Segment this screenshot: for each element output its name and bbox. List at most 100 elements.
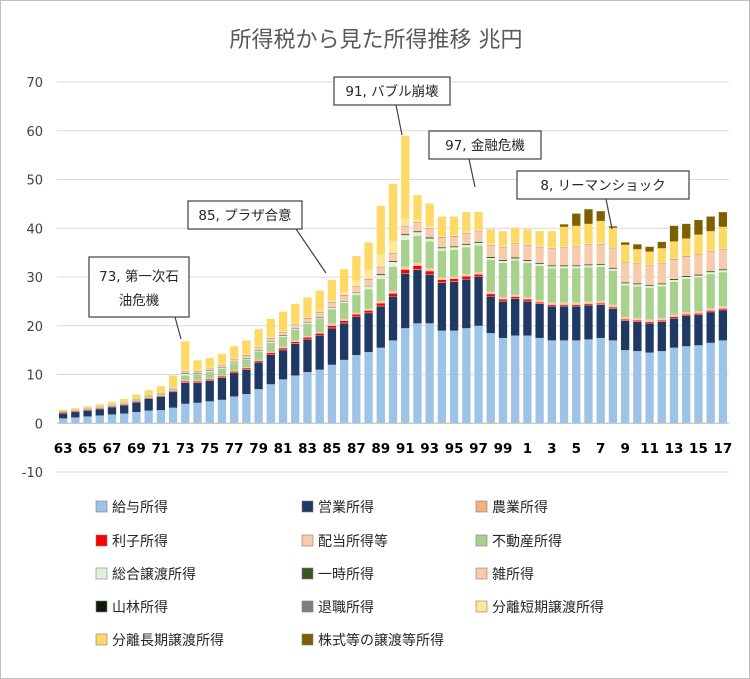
legend-label: 雑所得 [492,566,534,583]
bar-segment [230,373,239,397]
bar-segment [523,245,532,260]
bar-segment [559,304,569,306]
bar-segment [657,248,666,263]
bar-segment [620,319,630,321]
bar-segment [327,307,337,310]
bar-segment [132,394,141,399]
bar-segment [193,402,202,424]
bar-segment [535,303,544,338]
legend-item: 総合譲渡所得 [95,566,196,583]
bar-segment [242,394,251,424]
bar-segment [327,323,337,326]
bar-segment [498,231,508,246]
bar-segment [547,265,556,267]
bar-segment [266,336,275,338]
bar-segment [657,283,666,285]
bar-segment [474,325,483,424]
callout-box [187,200,303,230]
bar-segment [511,242,520,244]
bar-segment [364,286,373,290]
bar-segment [71,409,80,411]
bar-segment [217,399,227,424]
bar-segment [535,231,544,246]
bar-segment [425,203,434,227]
bar-segment [669,316,679,318]
bar-segment [401,269,410,274]
bar-segment [547,304,556,306]
bar-segment [474,231,483,242]
bar-segment [181,375,190,381]
bar-segment [511,335,520,424]
bar-segment [474,242,483,246]
bar-segment [242,368,251,370]
bar-segment [547,248,556,266]
bar-segment [327,300,337,302]
bar-segment [107,401,117,404]
bar-segment [425,323,434,424]
y-tick-label: 10 [26,369,43,384]
bar-segment [58,409,68,411]
bar-segment [266,342,275,352]
bar-segment [584,223,593,244]
bar-segment [669,318,679,348]
bar-segment [230,346,239,359]
bar-segment [83,416,92,424]
bar-segment [254,346,263,348]
bar-segment [633,320,642,322]
bar-segment [401,266,410,270]
bar-segment [449,276,459,279]
bar-segment [242,367,251,369]
bar-segment [71,417,80,424]
bar-segment [315,369,324,424]
callout-label: 91, バブル崩壊 [345,83,439,100]
bar-segment [315,335,324,370]
bar-segment [254,360,263,362]
bar-segment [633,244,642,250]
bar-segment [278,379,288,424]
bar-segment [413,323,422,424]
bar-segment [596,244,605,264]
bar-segment [413,262,422,266]
legend-item: 山林所得 [95,599,168,616]
bar-segment [315,312,324,317]
bar-segment [364,310,373,313]
bar-segment [339,302,349,319]
bar-segment [144,410,153,424]
bar-segment [559,266,569,269]
bar-segment [364,242,373,270]
bar-segment [462,276,471,279]
bar-segment [315,332,324,334]
bar-segment [437,250,447,278]
bar-segment [303,316,312,318]
callout-box [516,170,690,200]
bar-segment [352,256,361,281]
bar-segment [168,392,178,408]
bar-segment [620,244,630,262]
bar-segment [682,316,691,347]
bar-segment [156,393,166,396]
bar-segment [572,225,581,246]
bar-segment [352,316,361,355]
bar-segment [425,238,434,242]
bar-segment [205,401,214,424]
bar-segment [242,354,251,355]
x-tick-label: 99 [494,441,513,457]
bar-segment [596,242,605,244]
bar-segment [376,347,385,424]
bar-segment [633,321,642,352]
series-雑所得 [58,222,728,412]
bar-segment [584,301,593,304]
bar-segment [547,231,556,248]
bar-segment [474,241,483,243]
legend-swatch [95,567,108,580]
bar-segment [462,233,471,244]
series-不動産所得 [58,236,728,413]
bar-segment [608,267,618,269]
bar-segment [217,367,227,369]
bar-segment [718,269,728,271]
bar-segment [486,245,495,258]
bar-segment [449,247,459,250]
bar-segment [193,374,202,381]
bar-segment [230,396,239,424]
bar-segment [71,408,80,410]
